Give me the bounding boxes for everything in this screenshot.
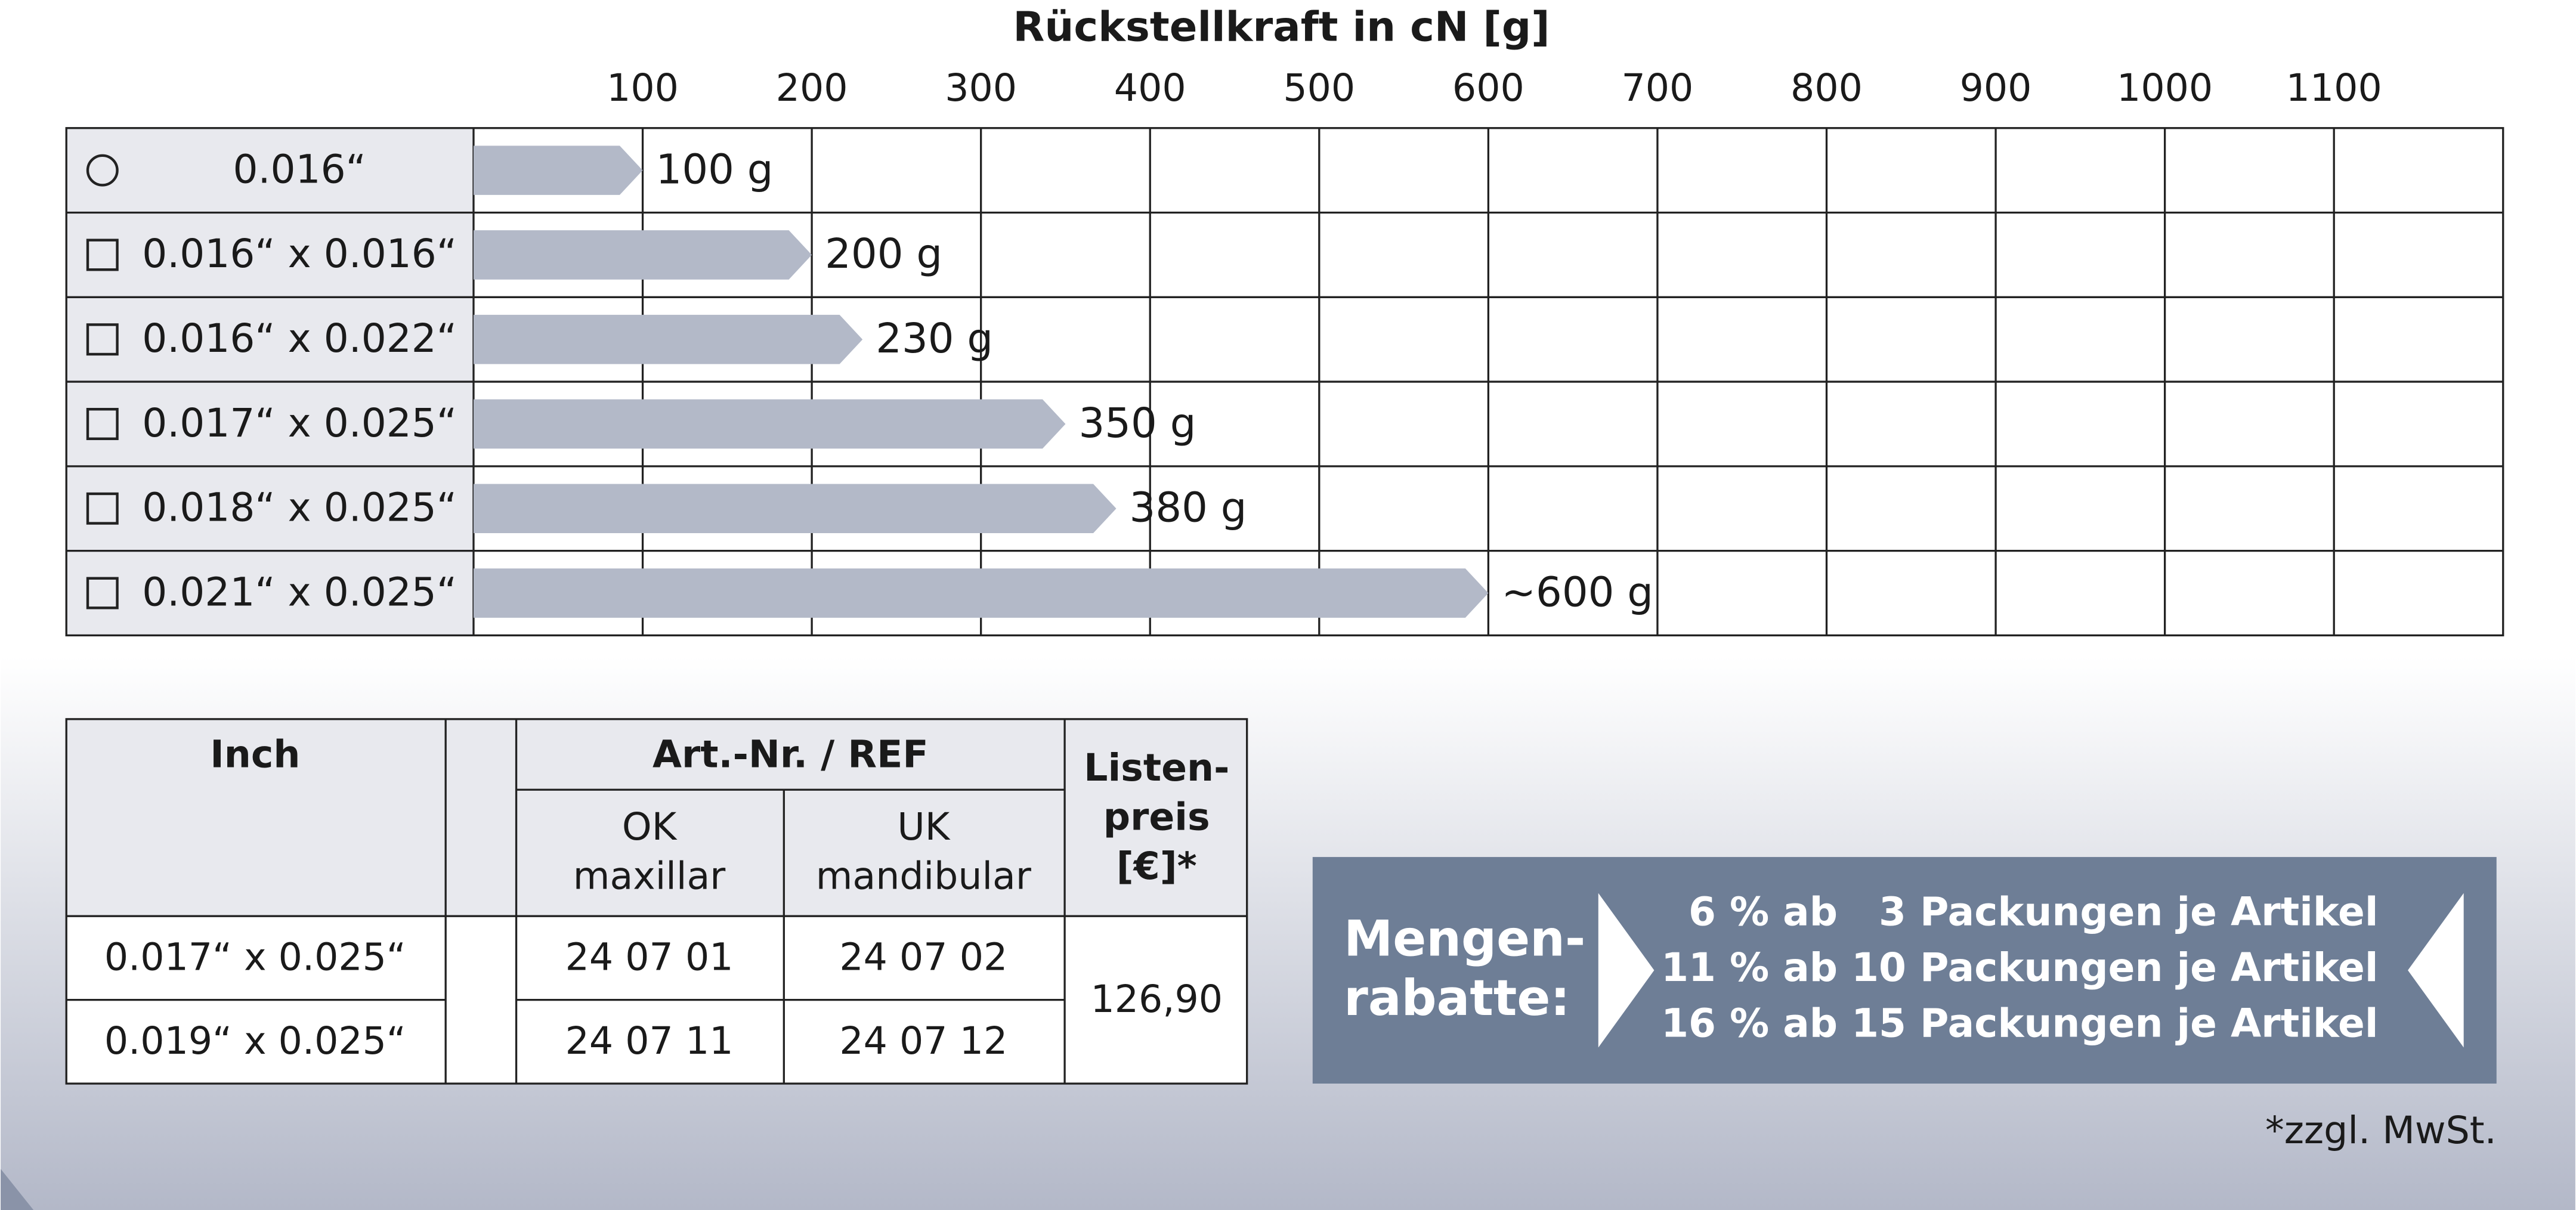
x-tick-label: 1100 [2286,66,2382,110]
value-label: ~600 g [1501,568,1653,616]
discount-label: Mengen- [1344,911,1585,968]
bar [473,230,812,280]
header-cell: Inch [210,732,300,776]
x-tick-label: 300 [945,66,1017,110]
row-label: 0.017“ x 0.025“ [142,400,457,446]
x-tick-label: 800 [1790,66,1863,110]
value-label: 350 g [1078,400,1196,447]
value-label: 200 g [825,230,942,278]
x-tick-label: 700 [1622,66,1694,110]
discount-box: Mengen-rabatte: 6 % ab 3 Packungen je Art… [1312,857,2497,1084]
table-cell: 24 07 02 [839,935,1007,979]
row-label: 0.018“ x 0.025“ [142,485,457,531]
rect-wire-icon [86,407,119,440]
rect-wire-icon [86,239,119,271]
header-bg [66,719,1247,917]
row-label: 0.016“ x 0.016“ [142,231,457,277]
chart: 100 200 300 400 500 600 700 800 900 1000 1100 100 g… [65,66,2504,637]
rect-wire-icon [86,577,119,609]
table-cell: 0.019“ x 0.025“ [104,1019,406,1063]
round-wire-icon [86,154,119,187]
row-label: 0.021“ x 0.025“ [142,569,457,615]
corner [1,1169,34,1210]
x-tick-label: 900 [1960,66,2032,110]
bar [473,146,643,195]
table-cell: 24 07 01 [565,935,734,979]
discount-line: 11 % ab 10 Packungen je Artikel [1661,945,2378,991]
chart-title: Rückstellkraft in cN [g] [1013,4,1550,51]
header-cell: OK [622,804,678,849]
arrow-right [1598,893,1655,1048]
header-cell: maxillar [573,853,726,898]
bar [473,568,1489,618]
header-cell: mandibular [816,853,1032,898]
value-label: 100 g [656,146,774,193]
header-cell: preis [1103,794,1210,838]
row-label: 0.016“ [233,146,366,192]
header-cell: [€]* [1117,844,1197,888]
value-label: 230 g [876,315,993,363]
x-tick-label: 500 [1283,66,1355,110]
table-cell: 24 07 12 [839,1019,1007,1063]
x-tick-label: 100 [607,66,679,110]
chart-frame [65,127,2504,637]
bar [473,484,1117,534]
header-cell: Listen- [1084,745,1229,790]
bar [473,314,863,364]
discount-label: rabatte: [1344,970,1570,1027]
table-frame [65,718,1248,1085]
value-label: 380 g [1130,484,1247,532]
x-tick-label: 600 [1452,66,1524,110]
bar [473,399,1066,449]
x-tick-label: 200 [776,66,848,110]
price-cell: 126,90 [1090,977,1223,1021]
header-cell: Art.-Nr. / REF [652,732,929,776]
footnote: *zzgl. MwSt. [2265,1108,2497,1152]
discount-bg [1312,857,2497,1084]
discount-line: 6 % ab 3 Packungen je Artikel [1689,889,2378,935]
rect-wire-icon [86,492,119,525]
arrow-left [2408,893,2464,1048]
rect-wire-icon [86,323,119,356]
discount-line: 16 % ab 15 Packungen je Artikel [1661,1001,2378,1047]
x-tick-label: 1000 [2117,66,2213,110]
x-tick-label: 400 [1114,66,1186,110]
table-cell: 24 07 11 [565,1019,734,1063]
row-label: 0.016“ x 0.022“ [142,315,457,361]
header-cell: UK [897,804,950,849]
table-cell: 0.017“ x 0.025“ [104,935,406,979]
